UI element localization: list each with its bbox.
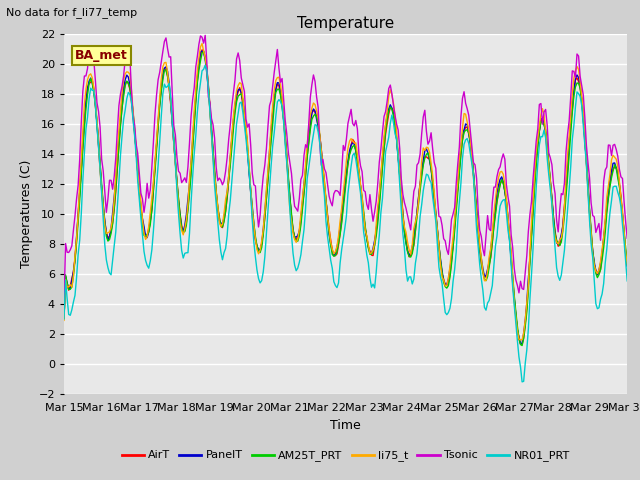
Text: No data for f_li77_temp: No data for f_li77_temp [6,7,138,18]
X-axis label: Time: Time [330,419,361,432]
Title: Temperature: Temperature [297,16,394,31]
Legend: AirT, PanelT, AM25T_PRT, li75_t, Tsonic, NR01_PRT: AirT, PanelT, AM25T_PRT, li75_t, Tsonic,… [117,446,574,466]
Y-axis label: Temperatures (C): Temperatures (C) [20,159,33,268]
Text: BA_met: BA_met [76,49,128,62]
